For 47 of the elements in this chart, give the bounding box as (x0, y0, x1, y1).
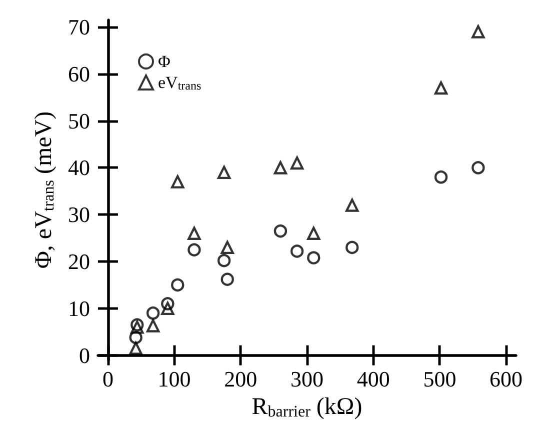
point (217, 254, 231, 268)
point (472, 161, 485, 174)
point (274, 224, 288, 238)
point (188, 226, 201, 240)
point (307, 226, 320, 240)
x-tick-label: 300 (290, 366, 324, 392)
point (146, 319, 160, 332)
x-tick-label: 400 (356, 366, 390, 392)
point (161, 302, 174, 316)
x-axis-title: Rbarrier (kΩ) (252, 394, 362, 420)
point (171, 175, 184, 188)
y-axis-title: Φ, eVtrans (meV) (31, 111, 58, 269)
legend-label: Φ (158, 52, 170, 71)
point (434, 170, 448, 184)
point (290, 156, 304, 170)
point (188, 243, 201, 256)
legend-label: eVtrans (158, 73, 202, 92)
y-tick-label: 0 (79, 342, 90, 368)
y-tick-label: 50 (68, 108, 90, 134)
point (290, 244, 304, 258)
point (274, 161, 288, 174)
y-tick-label: 20 (68, 249, 90, 274)
x-tick-label: 600 (490, 366, 523, 392)
x-tick-label: 0 (102, 366, 114, 392)
point (130, 320, 144, 334)
y-tick-label: 30 (68, 202, 90, 228)
y-tick-label: 10 (68, 296, 90, 321)
point (161, 297, 174, 310)
point (171, 278, 184, 292)
point (220, 240, 234, 254)
point (472, 25, 485, 38)
y-tick-label: 70 (68, 14, 90, 40)
y-tick-label: 60 (68, 61, 90, 86)
point (217, 166, 231, 180)
x-tick-label: 200 (224, 366, 258, 392)
x-tick-label: 500 (423, 366, 456, 392)
point (129, 330, 142, 344)
point (220, 272, 234, 286)
point (146, 306, 160, 320)
y-tick-label: 40 (68, 155, 90, 180)
point (129, 342, 142, 355)
point (346, 198, 359, 212)
point (346, 240, 359, 254)
x-tick-label: 100 (158, 366, 191, 392)
point (434, 81, 448, 95)
point (130, 318, 144, 332)
point (307, 251, 320, 264)
